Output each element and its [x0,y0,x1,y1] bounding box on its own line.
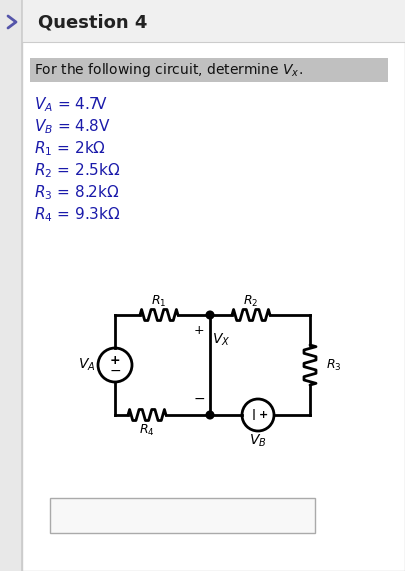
Text: +: + [110,353,120,367]
Text: $R_1$: $R_1$ [151,293,167,308]
Text: −: − [193,392,205,406]
Text: $R_{1}$ = 2kΩ: $R_{1}$ = 2kΩ [34,140,106,158]
Text: $R_{2}$ = 2.5kΩ: $R_{2}$ = 2.5kΩ [34,162,121,180]
Text: Question 4: Question 4 [38,13,147,31]
Text: |: | [252,409,256,420]
Text: $R_{3}$ = 8.2kΩ: $R_{3}$ = 8.2kΩ [34,184,119,202]
Text: $V_X$: $V_X$ [212,332,230,348]
Text: −: − [109,364,121,378]
Text: $R_2$: $R_2$ [243,293,259,308]
Text: $R_4$: $R_4$ [139,423,155,437]
Bar [50,498,315,533]
Text: $V_{B}$ = 4.8V: $V_{B}$ = 4.8V [34,118,111,136]
Circle shape [207,412,213,419]
Text: $V_A$: $V_A$ [78,357,96,373]
Text: $R_{4}$ = 9.3kΩ: $R_{4}$ = 9.3kΩ [34,206,121,224]
Text: $V_B$: $V_B$ [249,433,267,449]
Circle shape [207,312,213,319]
Text: $R_3$: $R_3$ [326,357,341,372]
Text: +: + [258,410,268,420]
Bar [30,58,388,82]
Circle shape [207,412,213,418]
Bar [22,0,405,42]
Text: $V_{A}$ = 4.7V: $V_{A}$ = 4.7V [34,96,108,114]
Circle shape [207,312,213,318]
Text: For the following circuit, determine $V_x$.: For the following circuit, determine $V_… [34,61,303,79]
Text: +: + [194,324,204,337]
